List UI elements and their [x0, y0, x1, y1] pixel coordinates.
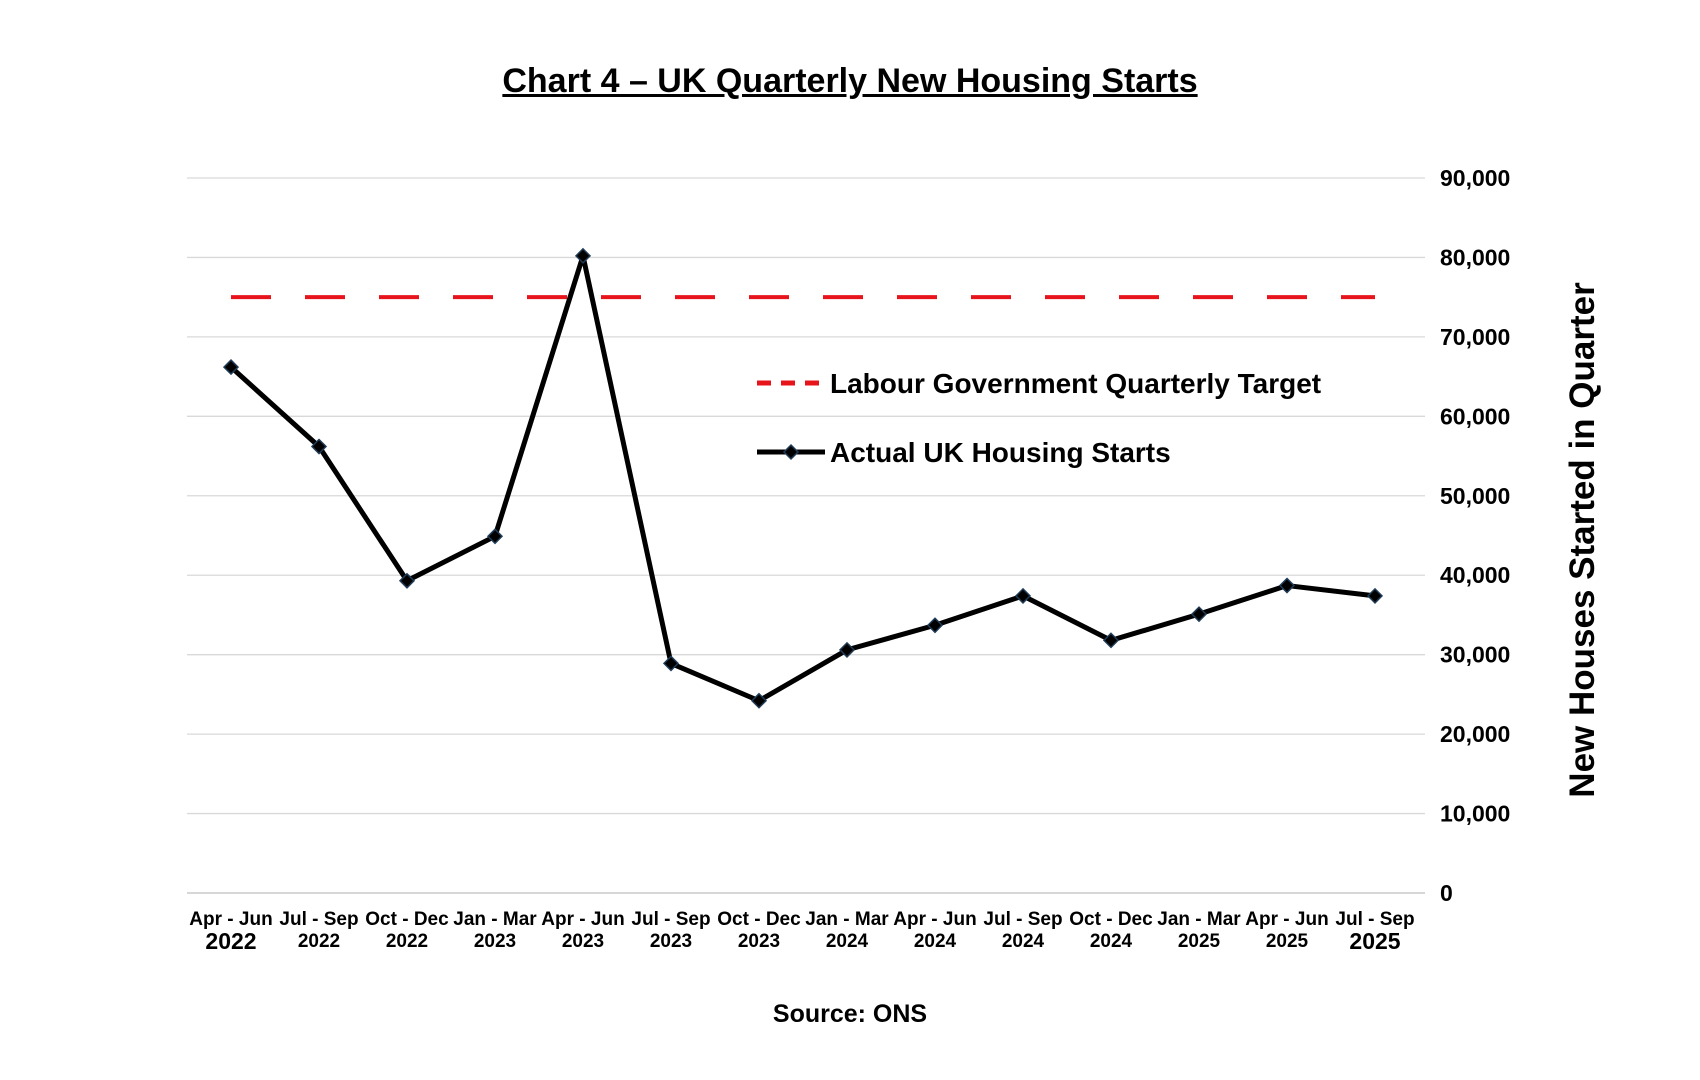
x-tick-year-label: 2025 [1266, 931, 1309, 952]
y-tick-label: 70,000 [1440, 324, 1510, 350]
x-tick-label: Apr - Jun [1245, 909, 1328, 930]
y-tick-label: 0 [1440, 880, 1453, 906]
x-tick-label: Apr - Jun [189, 909, 272, 930]
y-tick-label: 90,000 [1440, 165, 1510, 191]
data-point-marker [750, 692, 768, 709]
x-tick-year-label: 2025 [1349, 928, 1400, 954]
legend-marker [782, 443, 800, 461]
x-tick-year-label: 2022 [298, 931, 340, 952]
x-tick-label: Apr - Jun [541, 909, 624, 930]
x-tick-year-label: 2022 [205, 928, 256, 954]
x-tick-label: Oct - Dec [365, 909, 449, 930]
y-axis-label: New Houses Started in Quarter [1563, 282, 1602, 798]
x-tick-year-label: 2022 [386, 931, 428, 952]
data-point-marker [662, 655, 680, 672]
actual-starts-line [229, 253, 1376, 704]
chart-title: Chart 4 – UK Quarterly New Housing Start… [502, 62, 1198, 100]
y-tick-label: 40,000 [1440, 562, 1510, 588]
x-tick-label: Jan - Mar [1157, 909, 1241, 930]
data-point-marker [398, 572, 416, 589]
data-point-marker [1102, 632, 1120, 649]
y-tick-label: 30,000 [1440, 642, 1510, 668]
y-axis-tick-labels: 0 10,000 20,000 30,000 40,000 50,000 60,000 70,… [1440, 165, 1510, 906]
x-tick-year-label: 2024 [1002, 931, 1045, 952]
data-point-marker [310, 438, 328, 455]
data-point-marker [1014, 587, 1032, 604]
x-tick-label: Oct - Dec [1069, 909, 1153, 930]
legend-label: Labour Government Quarterly Target [830, 368, 1321, 399]
legend: Labour Government Quarterly Target Actual… [757, 368, 1321, 468]
data-point-marker [486, 528, 504, 545]
data-point-marker [574, 247, 592, 264]
legend-label: Actual UK Housing Starts [830, 437, 1171, 468]
data-point-marker [1366, 587, 1384, 604]
x-tick-year-label: 2025 [1178, 931, 1221, 952]
x-tick-label: Jul - Sep [631, 909, 710, 930]
x-tick-year-label: 2023 [650, 931, 692, 952]
y-tick-label: 50,000 [1440, 483, 1510, 509]
y-tick-label: 10,000 [1440, 801, 1510, 827]
x-tick-label: Jul - Sep [1335, 909, 1414, 930]
data-point-marker [838, 641, 856, 658]
x-tick-year-label: 2023 [562, 931, 604, 952]
x-tick-label: Oct - Dec [717, 909, 801, 930]
x-tick-label: Jul - Sep [983, 909, 1062, 930]
source-note: Source: ONS [772, 1000, 928, 1028]
x-tick-year-label: 2023 [738, 931, 780, 952]
x-tick-label: Jan - Mar [453, 909, 537, 930]
x-tick-year-label: 2023 [474, 931, 516, 952]
x-tick-label: Apr - Jun [893, 909, 976, 930]
gridlines [187, 177, 1425, 894]
y-tick-label: 60,000 [1440, 403, 1510, 429]
y-tick-label: 80,000 [1440, 244, 1510, 270]
data-point-marker [1278, 577, 1296, 594]
x-tick-year-label: 2024 [826, 931, 869, 952]
data-point-marker [1190, 606, 1208, 623]
x-tick-year-label: 2024 [914, 931, 957, 952]
y-tick-label: 20,000 [1440, 721, 1510, 747]
x-tick-label: Jul - Sep [279, 909, 358, 930]
series-lines [222, 247, 1384, 709]
data-point-marker [926, 617, 944, 634]
data-point-marker [222, 359, 240, 376]
x-tick-year-label: 2024 [1090, 931, 1133, 952]
x-tick-label: Jan - Mar [805, 909, 889, 930]
